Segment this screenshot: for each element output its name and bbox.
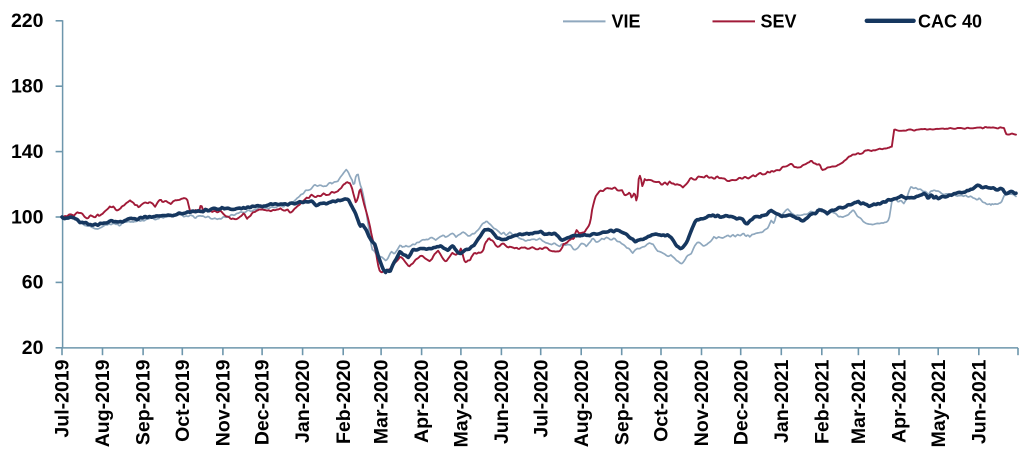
svg-text:140: 140 <box>11 141 44 163</box>
svg-text:Sep-2020: Sep-2020 <box>611 359 633 445</box>
svg-text:60: 60 <box>22 272 44 294</box>
svg-text:May-2020: May-2020 <box>451 359 473 447</box>
svg-text:Apr-2021: Apr-2021 <box>889 359 911 443</box>
svg-text:Oct-2020: Oct-2020 <box>651 359 673 442</box>
svg-text:Jan-2021: Jan-2021 <box>771 359 793 443</box>
svg-text:Mar-2021: Mar-2021 <box>848 359 870 444</box>
svg-text:Nov-2020: Nov-2020 <box>691 359 713 446</box>
svg-text:Jul-2019: Jul-2019 <box>52 359 74 437</box>
svg-text:Aug-2019: Aug-2019 <box>92 359 114 447</box>
svg-text:Sep-2019: Sep-2019 <box>133 359 155 445</box>
svg-text:Aug-2020: Aug-2020 <box>571 359 593 447</box>
svg-text:Apr-2020: Apr-2020 <box>411 359 433 443</box>
svg-text:Feb-2021: Feb-2021 <box>811 359 833 444</box>
svg-text:100: 100 <box>11 206 44 228</box>
svg-text:Feb-2020: Feb-2020 <box>333 359 355 444</box>
svg-text:CAC 40: CAC 40 <box>918 12 982 32</box>
svg-text:VIE: VIE <box>612 12 641 32</box>
svg-text:Jun-2021: Jun-2021 <box>968 359 990 444</box>
svg-text:20: 20 <box>22 337 44 359</box>
svg-text:Oct-2019: Oct-2019 <box>172 359 194 442</box>
svg-text:Jul-2020: Jul-2020 <box>530 359 552 437</box>
svg-text:Mar-2020: Mar-2020 <box>371 359 393 444</box>
svg-text:Nov-2019: Nov-2019 <box>213 359 235 446</box>
svg-text:May-2021: May-2021 <box>928 359 950 447</box>
svg-text:Dec-2020: Dec-2020 <box>730 359 752 445</box>
svg-text:Jan-2020: Jan-2020 <box>292 359 314 443</box>
svg-text:Jun-2020: Jun-2020 <box>491 359 513 444</box>
svg-text:220: 220 <box>11 10 44 32</box>
svg-text:Dec-2019: Dec-2019 <box>252 359 274 445</box>
svg-text:SEV: SEV <box>761 12 797 32</box>
svg-text:180: 180 <box>11 76 44 98</box>
